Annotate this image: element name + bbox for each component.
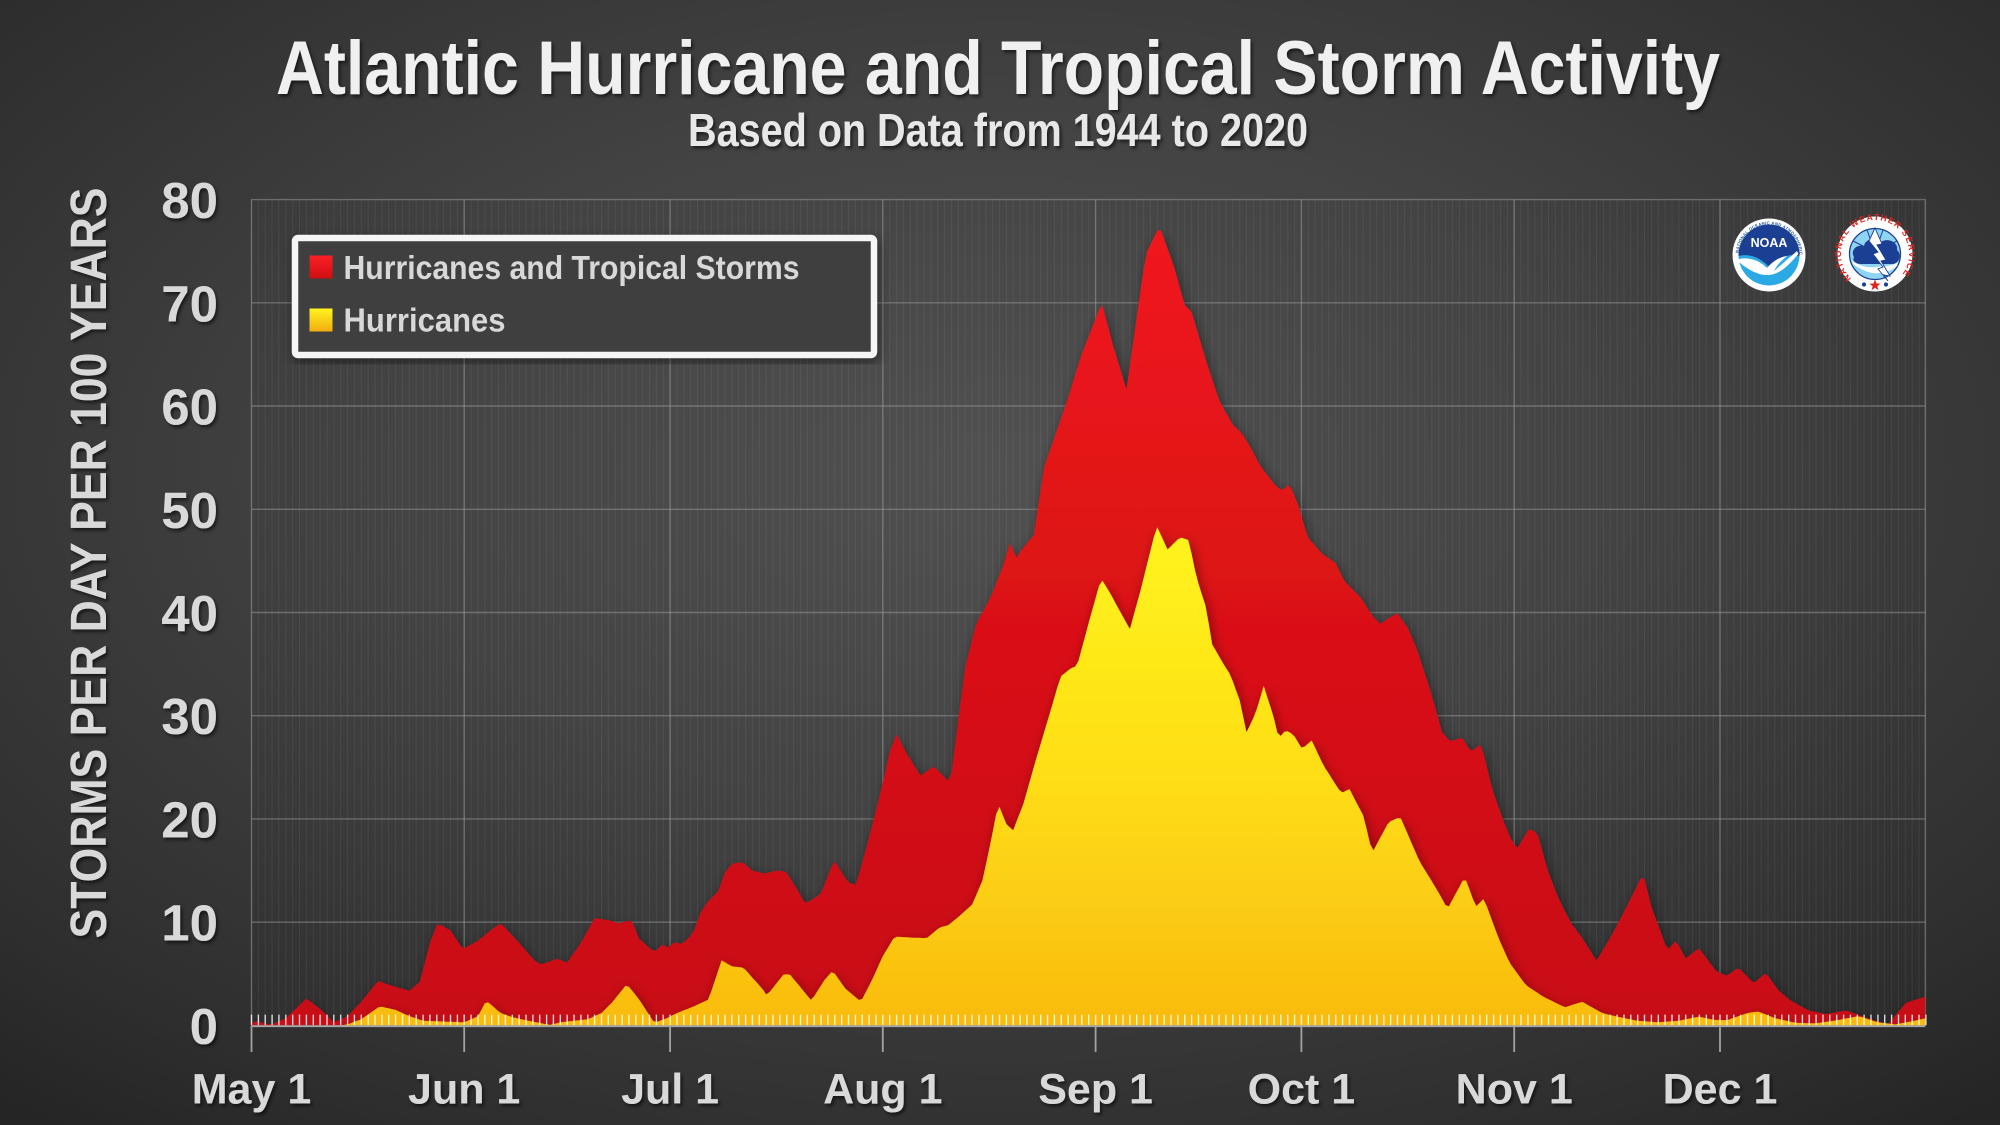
svg-text:Jun 1: Jun 1 (408, 1066, 520, 1114)
svg-text:Aug 1: Aug 1 (823, 1066, 942, 1114)
svg-text:Hurricanes: Hurricanes (344, 302, 506, 339)
svg-text:60: 60 (161, 379, 218, 436)
svg-text:20: 20 (161, 791, 218, 848)
svg-text:Hurricanes and Tropical Storms: Hurricanes and Tropical Storms (344, 249, 800, 286)
svg-text:Atlantic Hurricane and Tropica: Atlantic Hurricane and Tropical Storm Ac… (276, 26, 1720, 111)
svg-text:NOAA: NOAA (1751, 236, 1788, 250)
svg-text:0: 0 (190, 998, 218, 1055)
svg-text:Nov 1: Nov 1 (1456, 1066, 1573, 1114)
svg-text:Based on Data from 1944 to 202: Based on Data from 1944 to 2020 (688, 104, 1308, 156)
svg-text:30: 30 (161, 688, 218, 745)
svg-text:Sep 1: Sep 1 (1038, 1066, 1153, 1114)
svg-text:10: 10 (161, 895, 218, 952)
svg-text:Dec 1: Dec 1 (1663, 1066, 1778, 1114)
svg-text:70: 70 (161, 275, 218, 332)
svg-text:STORMS PER DAY PER 100 YEARS: STORMS PER DAY PER 100 YEARS (60, 188, 117, 939)
svg-text:50: 50 (161, 482, 218, 539)
svg-text:40: 40 (161, 585, 218, 642)
svg-text:Jul 1: Jul 1 (621, 1066, 719, 1114)
svg-text:Oct 1: Oct 1 (1248, 1066, 1356, 1114)
svg-text:80: 80 (161, 172, 218, 229)
svg-text:May 1: May 1 (192, 1066, 312, 1114)
